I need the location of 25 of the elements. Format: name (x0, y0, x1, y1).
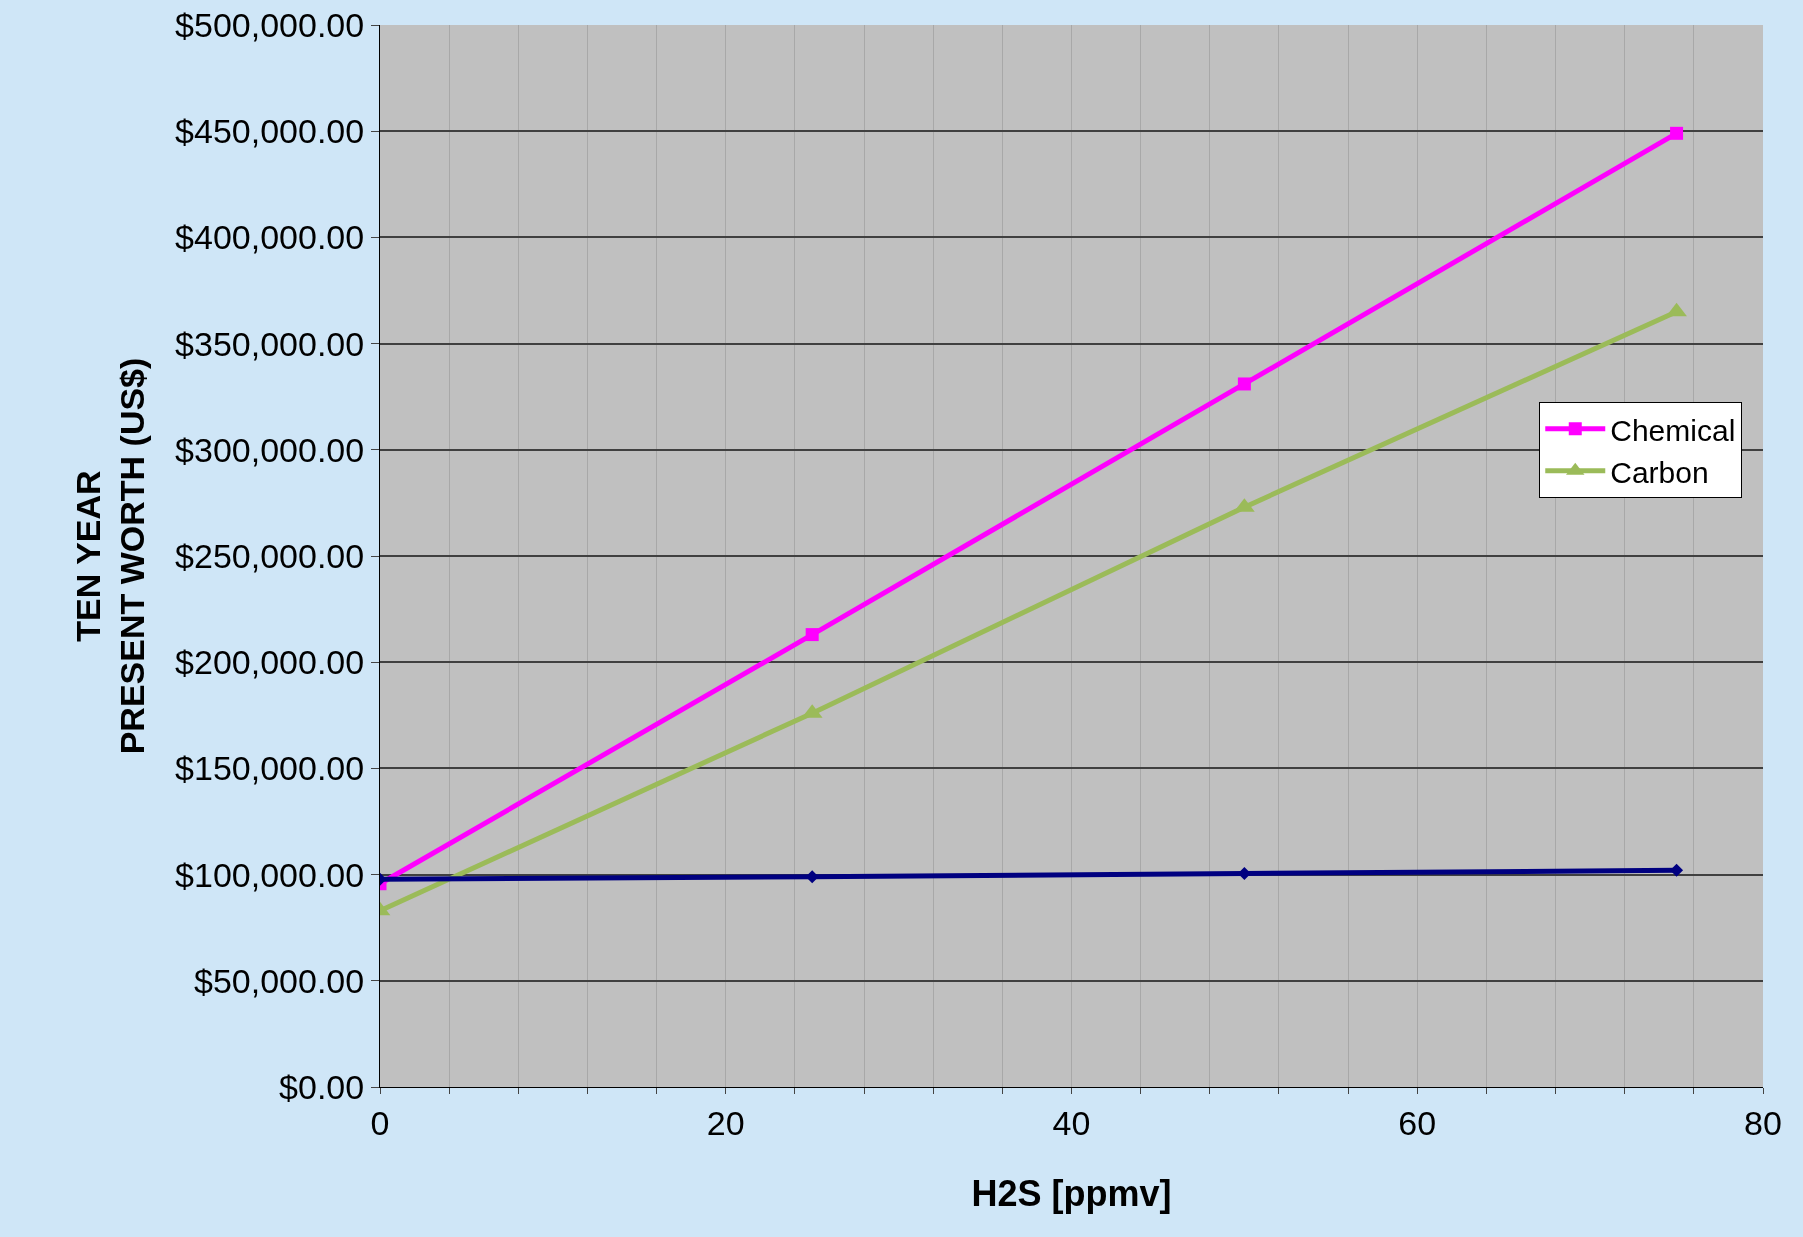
x-tick-label: 20 (706, 1103, 745, 1142)
x-tick-label: 40 (1052, 1103, 1091, 1142)
point (1237, 377, 1251, 391)
point (1666, 302, 1687, 317)
x-tick-label: 80 (1744, 1103, 1782, 1142)
point (1670, 863, 1684, 877)
y-tick-label: $0.00 (279, 1067, 365, 1106)
y-tick-label: $350,000.00 (175, 324, 365, 363)
y-tick-label: $500,000.00 (175, 5, 365, 44)
y-axis-title: TEN YEAR PRESENT WORTH (US$) (68, 357, 151, 755)
legend-label: Chemical (1610, 413, 1736, 447)
point (1670, 126, 1684, 140)
y-tick-label: $150,000.00 (175, 749, 365, 788)
x-axis-title: H2S [ppmv] (971, 1173, 1172, 1215)
y-tick-label: $250,000.00 (175, 536, 365, 575)
y-tick-label: $450,000.00 (175, 112, 365, 151)
x-tick-label: 60 (1398, 1103, 1437, 1142)
y-tick-label: $300,000.00 (175, 430, 365, 469)
y-tick-label: $200,000.00 (175, 643, 365, 682)
point (805, 628, 819, 642)
y-tick-label: $50,000.00 (194, 961, 365, 1000)
y-tick-label: $400,000.00 (175, 218, 365, 257)
x-tick-label: 0 (370, 1103, 390, 1142)
y-tick-label: $100,000.00 (175, 855, 365, 894)
legend-label: Carbon (1610, 455, 1709, 489)
